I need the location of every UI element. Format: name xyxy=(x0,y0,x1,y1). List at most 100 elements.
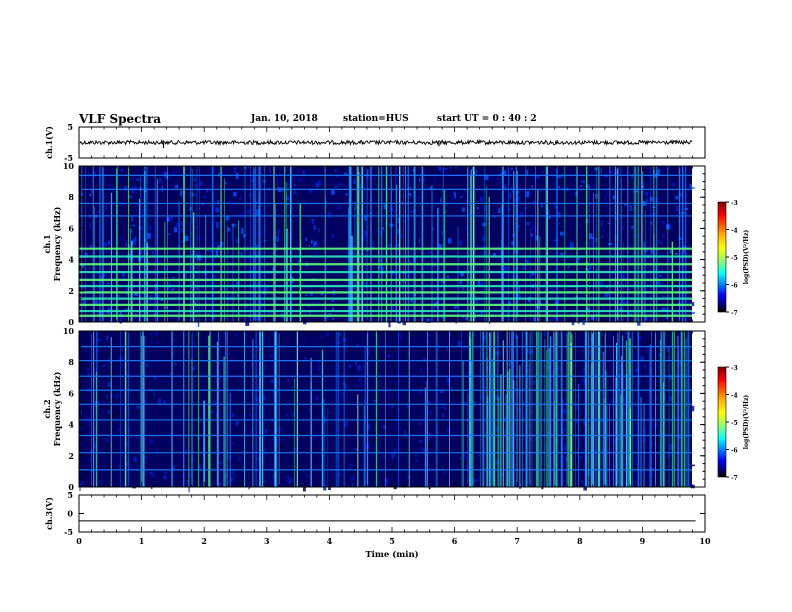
spectral-noise xyxy=(523,412,525,418)
spectral-noise xyxy=(345,193,348,196)
spectral-noise xyxy=(479,196,483,202)
spectral-noise xyxy=(589,350,591,357)
spectral-noise xyxy=(554,206,557,208)
spectral-noise xyxy=(606,233,608,238)
spectral-noise xyxy=(262,396,266,401)
spectral-noise xyxy=(665,482,669,484)
spectral-noise xyxy=(176,222,180,227)
spectral-noise xyxy=(256,233,260,235)
spectral-noise xyxy=(449,227,451,232)
spectral-noise xyxy=(364,215,367,221)
spectral-noise xyxy=(562,435,566,440)
spectral-noise xyxy=(476,207,479,210)
spectral-noise xyxy=(289,478,293,483)
spectral-noise xyxy=(446,275,450,278)
spectral-noise xyxy=(99,403,102,409)
spectral-noise xyxy=(322,239,325,244)
spectral-noise xyxy=(264,240,267,242)
spectral-noise xyxy=(154,475,158,482)
spectral-noise xyxy=(604,292,609,297)
spectral-noise xyxy=(338,332,342,336)
spectral-noise xyxy=(586,307,590,313)
spectral-noise xyxy=(367,169,369,176)
spectral-noise xyxy=(302,406,305,409)
spectral-noise xyxy=(256,244,259,248)
spectral-noise xyxy=(396,451,399,457)
spectral-noise xyxy=(684,466,687,471)
spectral-noise xyxy=(571,313,575,315)
spectral-noise xyxy=(612,195,616,200)
spectral-noise xyxy=(327,211,332,214)
spectral-noise xyxy=(101,288,103,292)
spectral-noise xyxy=(215,241,218,245)
spectral-noise xyxy=(229,236,233,238)
spectral-noise xyxy=(90,245,92,249)
spectral-noise xyxy=(440,197,442,203)
spectral-noise xyxy=(130,467,134,471)
spectral-noise xyxy=(236,395,239,399)
spectral-noise xyxy=(601,235,603,238)
spectral-noise xyxy=(331,189,335,195)
spectral-noise xyxy=(557,176,561,179)
spectral-noise xyxy=(204,444,209,446)
spectral-noise xyxy=(212,404,215,406)
spectral-noise xyxy=(650,221,653,225)
spectral-noise xyxy=(196,354,198,356)
spectral-noise xyxy=(156,447,158,453)
station-label: station=HUS xyxy=(343,114,409,124)
spectral-noise xyxy=(561,428,566,432)
spectral-noise xyxy=(297,260,301,263)
spectral-noise xyxy=(230,429,235,434)
spectral-noise xyxy=(104,242,108,247)
spectral-noise xyxy=(365,231,367,237)
spectral-noise xyxy=(234,333,238,337)
spectral-noise xyxy=(343,383,347,390)
spectral-noise xyxy=(192,404,194,407)
spectral-noise xyxy=(591,244,594,248)
spectral-noise xyxy=(644,363,646,369)
spectral-noise xyxy=(206,421,210,427)
spectral-noise xyxy=(437,464,440,468)
spectral-noise xyxy=(80,481,85,485)
spectral-noise xyxy=(201,235,203,240)
colorbar-tick-label: -7 xyxy=(731,475,738,482)
spectral-noise xyxy=(518,286,521,292)
spectral-noise xyxy=(490,300,494,302)
spectral-noise xyxy=(511,260,513,265)
spectral-noise xyxy=(88,420,90,427)
spectral-noise xyxy=(557,212,561,218)
spectral-noise xyxy=(106,282,111,284)
spectral-noise xyxy=(378,199,381,201)
spectral-noise xyxy=(462,285,465,291)
spectral-noise xyxy=(188,486,190,493)
spectral-noise xyxy=(590,203,593,207)
spectral-noise xyxy=(455,303,460,309)
x-tick-label: 9 xyxy=(640,536,646,546)
spectral-noise xyxy=(169,432,172,434)
spectral-noise xyxy=(496,357,498,361)
spectral-noise xyxy=(326,425,330,431)
y-axis-label-frequency: Frequency (kHz) xyxy=(52,371,62,446)
spectral-noise xyxy=(128,244,131,250)
colorbar-tick-label: -7 xyxy=(731,310,738,317)
spectral-noise xyxy=(583,342,586,348)
spectral-noise xyxy=(564,445,567,451)
spectral-noise xyxy=(97,393,101,395)
spectral-noise xyxy=(108,184,111,188)
x-tick-label: 6 xyxy=(452,536,458,546)
spectral-noise xyxy=(450,414,452,417)
spectral-noise xyxy=(253,423,255,426)
spectral-noise xyxy=(422,179,426,181)
spectral-noise xyxy=(281,399,284,402)
spectral-noise xyxy=(367,185,370,192)
spectral-noise xyxy=(118,464,121,471)
spectral-noise xyxy=(479,282,484,286)
spectral-noise xyxy=(121,404,124,407)
spectral-noise xyxy=(124,186,128,191)
spectral-noise xyxy=(218,207,220,213)
spectral-noise xyxy=(440,398,443,405)
spectral-noise xyxy=(541,202,543,208)
spectral-noise xyxy=(509,360,512,367)
spectral-noise xyxy=(345,457,349,459)
